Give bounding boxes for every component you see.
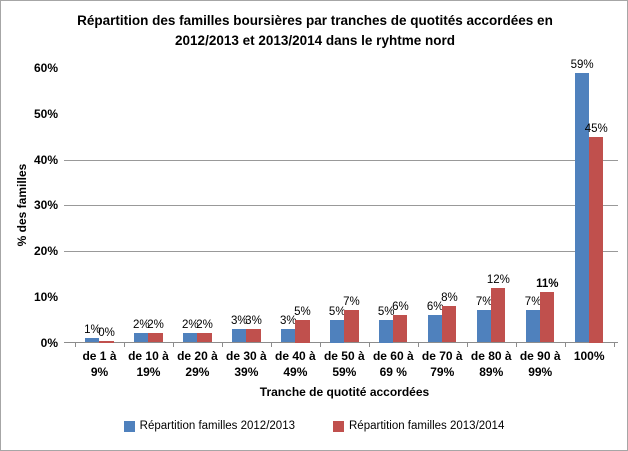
legend-swatch-icon bbox=[123, 420, 135, 432]
y-tick-label: 20% bbox=[33, 244, 58, 258]
x-axis-tick bbox=[123, 343, 125, 347]
x-axis-tick bbox=[319, 343, 321, 347]
bar-data-label: 2% bbox=[147, 319, 164, 332]
bar-series2-group11 bbox=[589, 136, 604, 343]
x-tick-label: de 50 à 59% bbox=[323, 349, 365, 379]
chart-title: Répartition des familles boursières par … bbox=[35, 11, 595, 50]
bar-data-label: 5% bbox=[377, 305, 395, 318]
bar-data-label: 8% bbox=[441, 291, 458, 304]
bar-data-label: 11% bbox=[536, 278, 559, 291]
bar-data-label: 1% bbox=[84, 323, 101, 336]
bar-series2-group5 bbox=[295, 319, 310, 343]
x-axis-tick bbox=[515, 343, 517, 347]
bar-series1-group10 bbox=[526, 310, 541, 343]
bar-series1-group8 bbox=[428, 315, 443, 343]
bar-series1-group4 bbox=[232, 328, 247, 343]
y-tick-label: 40% bbox=[33, 152, 58, 167]
x-axis-tick bbox=[564, 343, 566, 347]
bar-data-label: 12% bbox=[486, 273, 510, 286]
x-tick-label: de 30 à 39% bbox=[226, 349, 267, 379]
bar-series2-group2 bbox=[148, 333, 163, 343]
bar-data-label: 2% bbox=[196, 319, 213, 332]
legend-label: Répartition familles 2013/2014 bbox=[349, 420, 505, 432]
bar-series2-group7 bbox=[393, 315, 408, 343]
x-tick-label: de 60 à 69 % bbox=[372, 349, 414, 379]
gridline-30 bbox=[64, 205, 618, 207]
x-axis-tick bbox=[613, 343, 615, 347]
x-tick-label: de 1 à 9% bbox=[82, 349, 117, 379]
x-axis-tick bbox=[417, 343, 419, 347]
y-tick-label: 10% bbox=[33, 289, 58, 304]
bar-data-label: 45% bbox=[584, 122, 608, 135]
bar-series1-group3 bbox=[183, 333, 198, 343]
x-tick-label: de 10 à 19% bbox=[128, 349, 169, 379]
bar-data-label: 2% bbox=[133, 319, 150, 332]
bar-series1-group7 bbox=[379, 319, 394, 343]
bar-series2-group9 bbox=[491, 287, 506, 343]
x-tick-label: de 20 à 29% bbox=[177, 349, 218, 379]
bar-series2-group1 bbox=[99, 341, 114, 343]
bar-data-label: 3% bbox=[230, 314, 248, 327]
bar-data-label: 0% bbox=[98, 327, 115, 339]
x-axis-tick bbox=[221, 343, 223, 347]
legend-label: Répartition familles 2012/2013 bbox=[139, 420, 295, 432]
bar-series1-group11 bbox=[574, 72, 590, 343]
x-axis-tick bbox=[172, 343, 174, 347]
x-axis-title: Tranche de quotité accordées bbox=[259, 385, 430, 399]
bar-data-label: 3% bbox=[245, 314, 262, 327]
legend-item-1: Répartition familles 2012/2013 bbox=[123, 420, 295, 432]
x-tick-label: de 40 à 49% bbox=[275, 349, 316, 379]
bar-series2-group6 bbox=[344, 310, 359, 343]
bar-data-label: 3% bbox=[279, 314, 297, 327]
chart-title-line-1: Répartition des familles boursières par … bbox=[77, 13, 553, 28]
bar-series1-group1 bbox=[85, 337, 100, 343]
bar-series1-group2 bbox=[134, 333, 149, 343]
legend-item-2: Répartition familles 2013/2014 bbox=[333, 420, 504, 432]
bar-data-label: 2% bbox=[182, 319, 199, 332]
x-tick-label: 100% bbox=[573, 349, 605, 363]
x-axis-tick bbox=[466, 343, 468, 347]
bar-series1-group9 bbox=[477, 310, 492, 343]
bar-data-label: 7% bbox=[475, 296, 493, 309]
bar-data-label: 6% bbox=[392, 301, 409, 314]
gridline-40 bbox=[64, 159, 618, 161]
x-axis-line bbox=[64, 342, 618, 343]
legend-swatch-icon bbox=[333, 420, 344, 432]
x-axis-tick bbox=[270, 343, 272, 347]
bar-data-label: 6% bbox=[426, 301, 444, 314]
bar-data-label: 59% bbox=[570, 58, 594, 71]
x-axis-tick bbox=[368, 343, 370, 347]
chart-title-line-2: 2012/2013 et 2013/2014 dans le ryhtme no… bbox=[175, 32, 455, 48]
bar-data-label: 5% bbox=[294, 305, 311, 318]
bar-data-label: 7% bbox=[343, 296, 360, 309]
bar-series1-group6 bbox=[330, 319, 345, 343]
y-tick-label: 50% bbox=[33, 106, 58, 121]
bar-series2-group4 bbox=[246, 328, 261, 343]
x-tick-label: de 80 à 89% bbox=[470, 349, 512, 379]
bar-data-label: 5% bbox=[328, 305, 346, 318]
legend: Répartition familles 2012/2013 Répartitio… bbox=[1, 420, 627, 432]
gridline-20 bbox=[64, 251, 618, 252]
bar-series2-group8 bbox=[442, 305, 457, 343]
y-tick-label: 0% bbox=[40, 335, 58, 350]
bar-series1-group5 bbox=[281, 328, 296, 343]
x-axis-tick bbox=[75, 343, 76, 347]
x-tick-label: de 70 à 79% bbox=[421, 349, 463, 379]
bar-series2-group10 bbox=[540, 292, 555, 343]
x-tick-label: de 90 à 99% bbox=[519, 349, 561, 379]
bar-series2-group3 bbox=[197, 333, 212, 343]
y-tick-label: 30% bbox=[33, 198, 58, 213]
bar-data-label: 7% bbox=[524, 296, 542, 309]
y-tick-label: 60% bbox=[33, 61, 58, 75]
